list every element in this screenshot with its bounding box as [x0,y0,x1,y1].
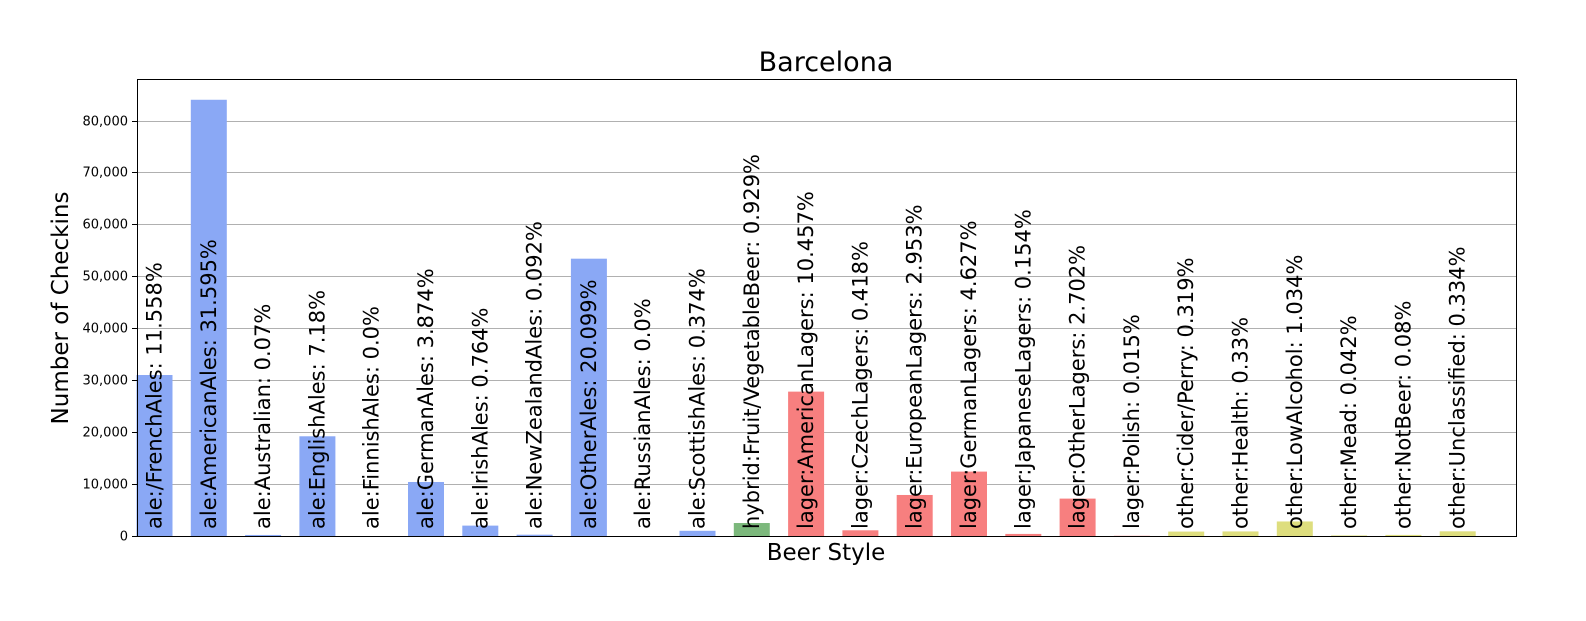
y-tick-label: 0 [120,530,128,545]
bar-label: hybrid:Fruit/VegetableBeer: 0.929% [740,154,764,529]
bar [1005,533,1042,536]
bar-label: lager:OtherLagers: 2.702% [1066,245,1090,529]
plot-frame [137,79,1517,537]
bar-labels: ale:/FrenchAles: 11.558% ale:AmericanAles… [143,154,1470,529]
bar-label: ale:IrishAles: 0.764% [468,308,492,530]
bar [842,530,879,536]
bar-label: lager:JapaneseLagers: 0.154% [1011,209,1035,529]
bar [1439,531,1476,536]
bar-label: other:LowAlcohol: 1.034% [1283,255,1307,529]
bar [570,258,607,536]
bar [1222,531,1259,536]
bar [462,525,499,536]
bar-label: lager:Polish: 0.015% [1120,314,1144,529]
bar [245,534,282,536]
bar-label: other:Unclassified: 0.334% [1446,246,1470,529]
bar-label: lager:AmericanLagers: 10.457% [794,191,818,529]
bar-label: other:NotBeer: 0.08% [1391,301,1415,529]
y-tick-label: 50,000 [83,270,129,285]
bar-label: ale:GermanAles: 3.874% [414,268,438,529]
bar-label: lager:EuropeanLagers: 2.953% [903,204,927,529]
bar-label: ale:NewZealandAles: 0.092% [523,221,547,529]
bar-label: ale:OtherAles: 20.099% [577,279,601,529]
bar-label: ale:AmericanAles: 31.595% [197,239,221,529]
bar-label: ale:ScottishAles: 0.374% [686,268,710,529]
y-tick-label: 20,000 [83,426,129,441]
y-tick-label: 10,000 [83,478,129,493]
bar-label: lager:GermanLagers: 4.627% [957,220,981,529]
y-axis-ticks: 0 10,000 20,000 30,000 40,000 50,000 60,000 70,… [83,115,137,545]
x-axis-label: Beer Style [767,540,886,566]
y-axis-label: Number of Checkins [48,192,74,425]
y-tick-label: 80,000 [83,115,129,130]
y-tick-label: 40,000 [83,322,129,337]
bar-label: ale:Australian: 0.07% [251,304,275,529]
bar [1059,498,1096,536]
bar-label: lager:CzechLagers: 0.418% [848,241,872,529]
bar-label: ale:EnglishAles: 7.18% [305,290,329,529]
y-tick-label: 60,000 [83,218,129,233]
chart-title: Barcelona [759,47,894,78]
bar-label: ale:RussianAles: 0.0% [631,298,655,529]
bar [190,99,227,536]
bar [896,494,933,536]
bar [733,523,770,536]
bar [1385,534,1422,536]
bar-label: other:Mead: 0.042% [1337,315,1361,529]
bar [136,375,173,536]
bar [679,530,716,536]
bar [1168,531,1205,536]
y-tick-label: 70,000 [83,166,129,181]
y-tick-label: 30,000 [83,374,129,389]
bar-label: ale:FinnishAles: 0.0% [360,306,384,529]
bars [136,99,1476,536]
bar [299,436,336,536]
bar [516,534,553,536]
gridlines [137,121,1516,485]
bar [1276,521,1313,536]
bar-label: other:Cider/Perry: 0.319% [1174,257,1198,529]
bar [788,391,825,536]
bar [1331,535,1368,536]
bar [408,481,444,536]
bar-label: ale:/FrenchAles: 11.558% [143,262,167,529]
bar-label: other:Health: 0.33% [1229,317,1253,529]
bar [951,471,987,536]
